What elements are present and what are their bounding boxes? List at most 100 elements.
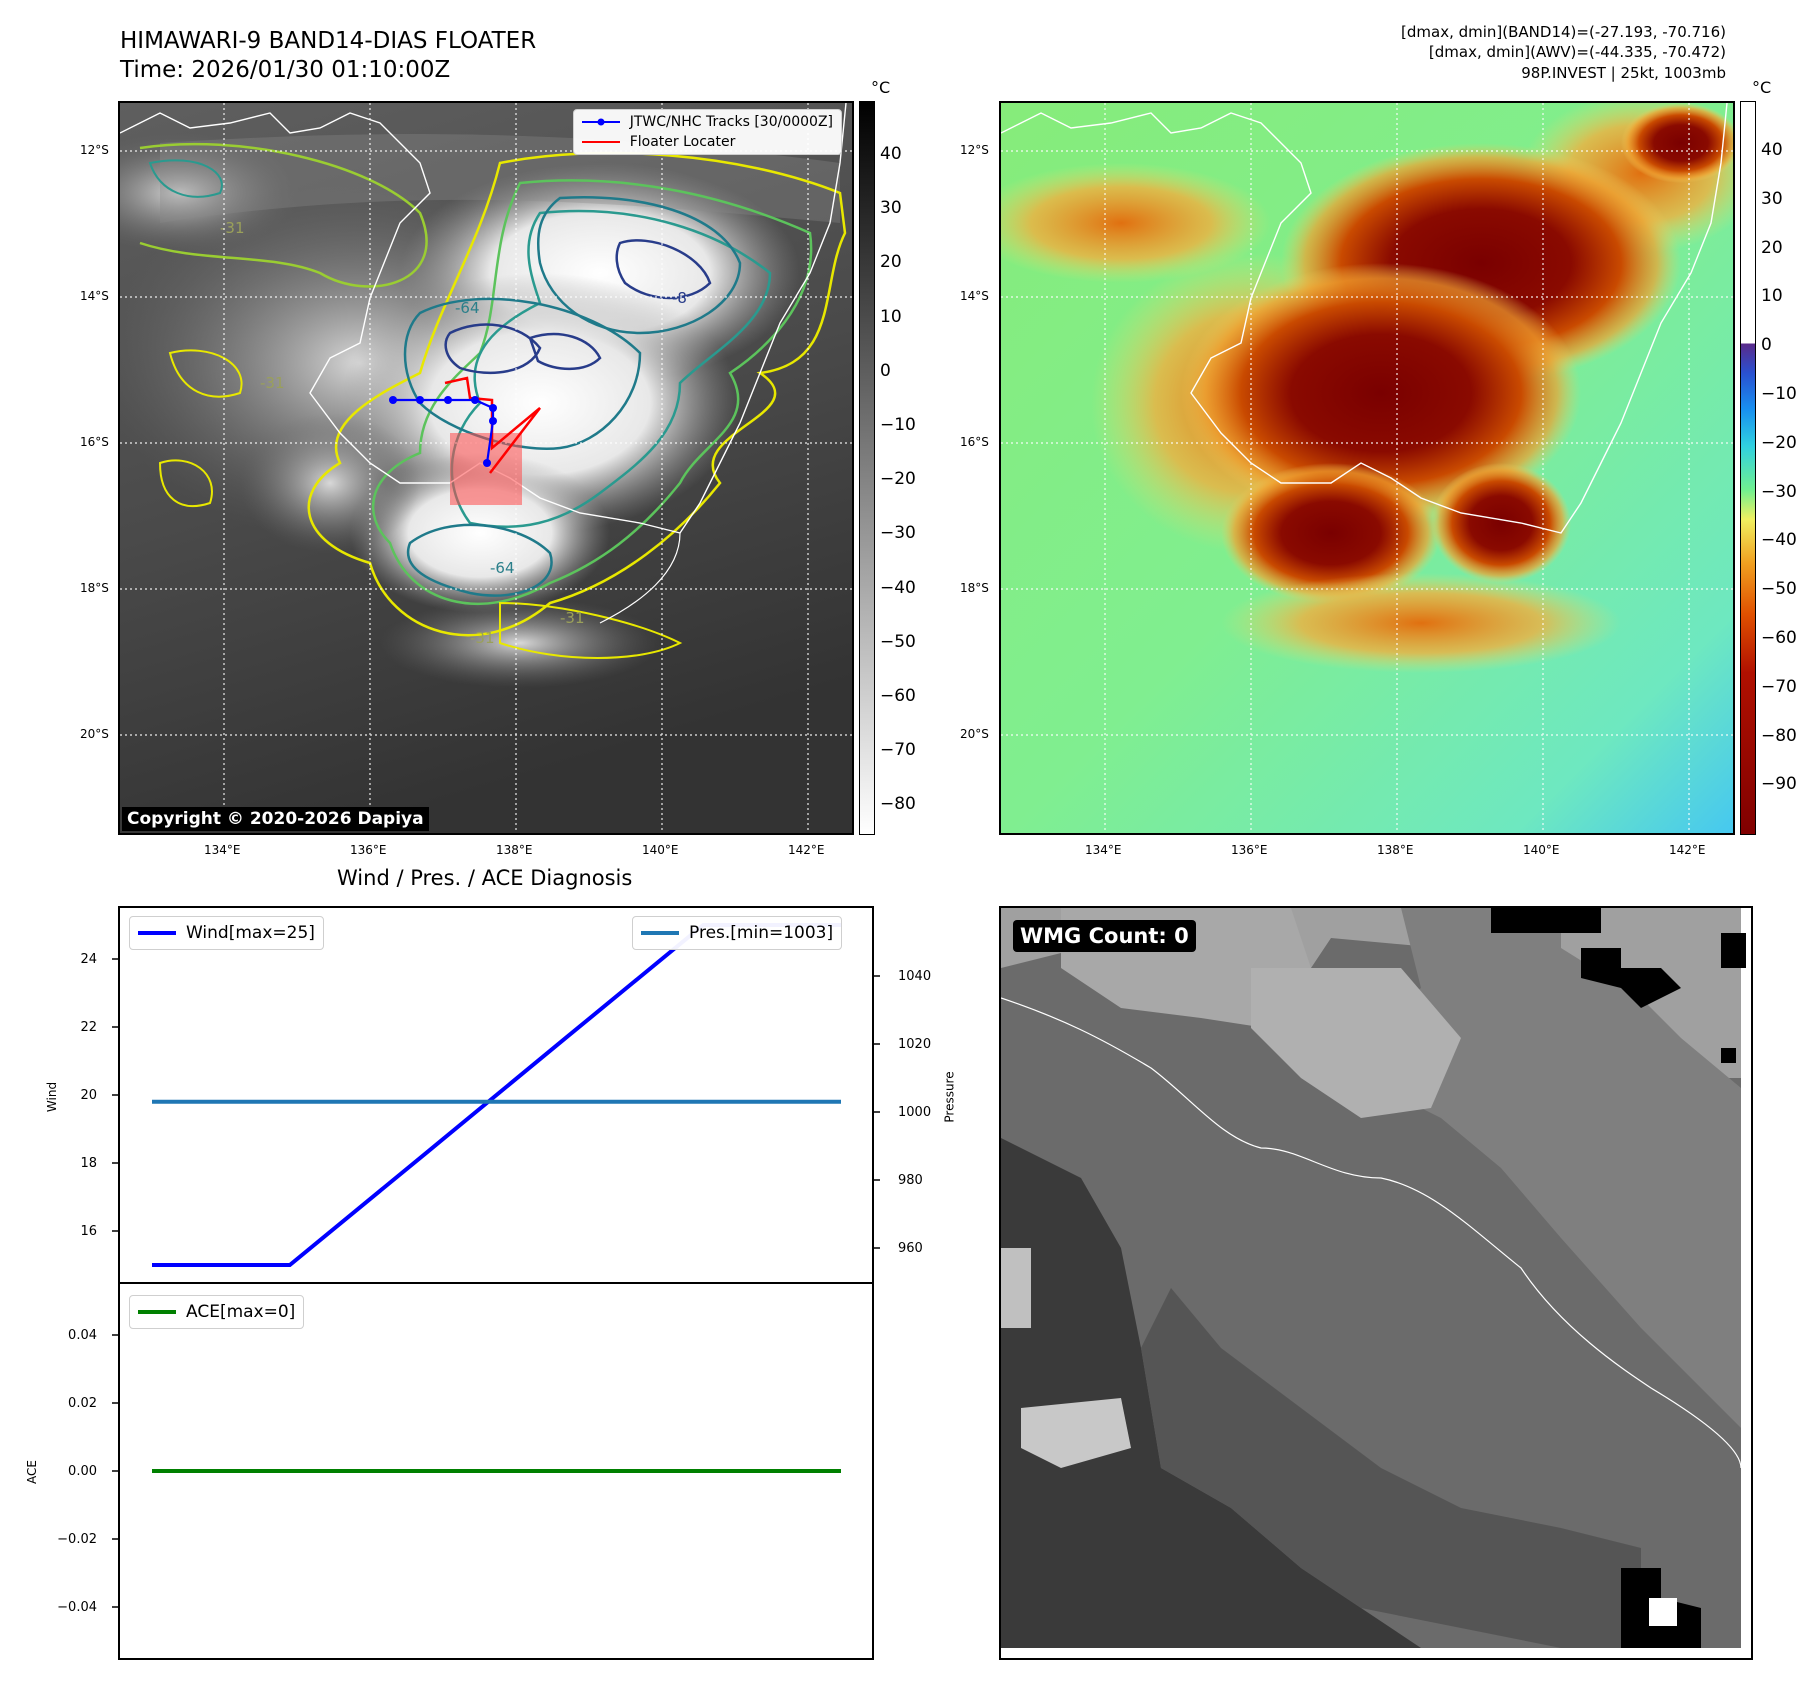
legend-floater: Floater Locater [581,134,833,150]
lon-label: 136°E [1231,843,1268,857]
ace-axis-label: ACE [24,1460,39,1484]
pres-legend-swatch [641,931,679,935]
ace-tick-label: 0.00 [68,1464,97,1479]
colorbar-tick: −50 [880,631,916,652]
legend-floater-label: Floater Locater [629,134,736,150]
colorbar-tick: −50 [1761,579,1797,600]
contour-label: -31 [470,629,495,647]
wmg-panel[interactable]: WMG Count: 0 [999,906,1753,1660]
lon-label: 134°E [204,843,241,857]
lat-label: 18°S [960,581,989,595]
colorbar-tick: −70 [880,740,916,761]
lat-label: 16°S [80,435,109,449]
meta-band14: [dmax, dmin](BAND14)=(-27.193, -70.716) [1401,23,1726,41]
contour-label: -31 [260,374,285,392]
ace-legend-label: ACE[max=0] [186,1302,296,1322]
colorbar-tick: −40 [880,577,916,598]
pressure-tick-label: 1000 [898,1105,931,1120]
pressure-tick-label: 960 [898,1241,923,1256]
colorbar-tick: 10 [1761,286,1783,307]
band14-map-image: -64 -64 -31 -31 -31 -31 -8 [120,103,852,833]
awv-colorbar [1740,101,1756,835]
colorbar-tick: −10 [880,415,916,435]
ace-legend-swatch [138,1310,176,1314]
figure-time: Time: 2026/01/30 01:10:00Z [120,57,451,83]
colorbar-tick: 0 [880,360,891,381]
wind-tick-label: 20 [80,1088,97,1103]
colorbar-tick: −80 [1761,725,1797,746]
colorbar-tick: −10 [1761,384,1797,404]
lon-label: 138°E [496,843,533,857]
wmg-image [1001,908,1746,1648]
awv-map-image [1001,103,1733,833]
lat-label: 12°S [80,143,109,157]
colorbar-unit: °C [1752,78,1772,97]
colorbar-tick: −70 [1761,676,1797,697]
figure-title: HIMAWARI-9 BAND14-DIAS FLOATER [120,28,537,54]
colorbar-tick: 20 [880,252,902,273]
lat-label: 14°S [960,289,989,303]
colorbar-tick: −40 [1761,530,1797,551]
wind-tick-label: 22 [80,1020,97,1035]
wind-series-line [152,923,841,1267]
colorbar-tick: 30 [1761,188,1783,209]
ace-tick-label: −0.04 [57,1600,97,1615]
colorbar-tick: −90 [1761,774,1797,795]
legend-track: JTWC/NHC Tracks [30/0000Z] [581,114,833,130]
copyright-badge: Copyright © 2020-2026 Dapiya [122,807,429,831]
map-legend: JTWC/NHC Tracks [30/0000Z] Floater Locat… [572,109,842,155]
colorbar-unit: °C [871,78,891,97]
wind-axis-label: Wind [45,1081,60,1113]
lat-label: 16°S [960,435,989,449]
colorbar-tick: −80 [880,794,916,815]
lon-label: 140°E [1523,843,1560,857]
colorbar-tick: −20 [880,469,916,490]
contour-label: -64 [490,559,515,577]
colorbar-tick: 40 [880,144,902,164]
lat-label: 18°S [80,581,109,595]
wind-tick-label: 24 [80,952,97,967]
pres-legend-label: Pres.[min=1003] [689,923,834,943]
colorbar-tick: 10 [880,306,902,327]
lon-label: 142°E [1669,843,1706,857]
wmg-count-badge: WMG Count: 0 [1013,920,1196,952]
colorbar-tick: −20 [1761,432,1797,453]
colorbar-tick: −60 [1761,628,1797,648]
lat-label: 20°S [80,727,109,741]
ace-legend: ACE[max=0] [129,1295,305,1329]
lon-label: 136°E [350,843,387,857]
diagnosis-divider [118,1282,874,1284]
ace-tick-label: −0.02 [57,1532,97,1547]
pressure-tick-label: 1040 [898,969,931,984]
colorbar-tick: −30 [880,523,916,544]
wind-tick-label: 16 [80,1224,97,1239]
lon-label: 134°E [1085,843,1122,857]
lon-label: 140°E [642,843,679,857]
band14-colorbar [859,101,875,835]
legend-track-label: JTWC/NHC Tracks [30/0000Z] [629,114,833,130]
contour-label: -31 [560,609,585,627]
colorbar-tick: 30 [880,198,902,219]
wind-legend: Wind[max=25] [129,916,324,950]
pres-legend: Pres.[min=1003] [632,916,843,950]
pressure-tick-label: 980 [898,1173,923,1188]
band14-map[interactable]: -64 -64 -31 -31 -31 -31 -8 [118,101,854,835]
wind-tick-label: 18 [80,1156,97,1171]
colorbar-tick: −30 [1761,481,1797,502]
contour-label: -31 [220,219,245,237]
wind-legend-label: Wind[max=25] [186,923,315,943]
lon-label: 142°E [788,843,825,857]
ace-tick-label: 0.04 [68,1328,97,1343]
lat-label: 12°S [960,143,989,157]
lat-label: 20°S [960,727,989,741]
contour-label: -64 [455,299,480,317]
awv-map[interactable] [999,101,1735,835]
meta-awv: [dmax, dmin](AWV)=(-44.335, -70.472) [1428,43,1726,61]
wind-legend-swatch [138,931,176,935]
colorbar-tick: 0 [1761,335,1772,356]
ace-tick-label: 0.02 [68,1396,97,1411]
contour-label: -8 [672,289,687,307]
pressure-axis-label: Pressure [942,1071,957,1123]
colorbar-tick: −60 [880,686,916,706]
lat-label: 14°S [80,289,109,303]
